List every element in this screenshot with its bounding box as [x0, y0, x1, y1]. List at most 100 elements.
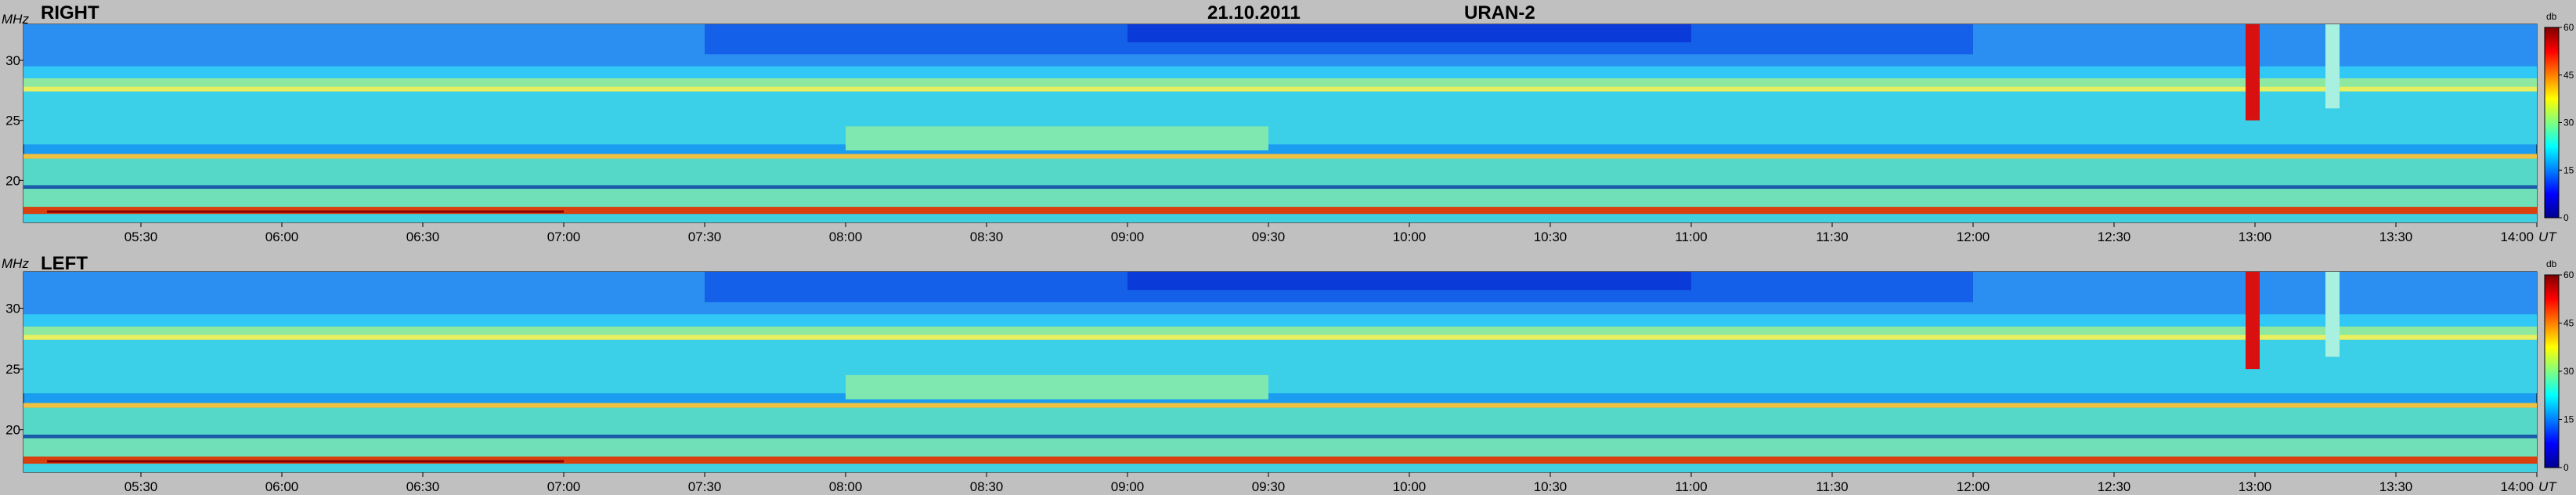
band-20mhz	[23, 158, 2537, 186]
x-tick-label: 07:00	[547, 229, 581, 244]
spectrogram-bands	[23, 272, 2537, 472]
colorbar-tick-label: 45	[2563, 70, 2574, 81]
x-tick-label: 12:00	[1957, 229, 1990, 244]
x-tick-label: 10:30	[1534, 229, 1568, 244]
x-unit-label: UT	[2538, 479, 2557, 494]
x-tick-label: 08:30	[970, 479, 1004, 494]
band-mid	[23, 91, 2537, 145]
colorbar-tick-label: 15	[2563, 164, 2574, 175]
band-20mhz	[23, 407, 2537, 436]
x-tick-label: 14:00	[2500, 229, 2534, 244]
x-tick-label: 10:30	[1534, 479, 1568, 494]
band-mid-bright	[846, 126, 1268, 150]
colorbar-tick-label: 30	[2563, 117, 2574, 128]
x-tick-label: 05:30	[124, 229, 158, 244]
x-tick-label: 13:00	[2239, 479, 2272, 494]
x-tick-label: 11:30	[1816, 479, 1848, 494]
station-label: URAN-2	[1464, 2, 1535, 23]
x-tick-label: 08:00	[829, 229, 863, 244]
band-19mhz-line	[23, 434, 2537, 439]
burst-1300	[2246, 24, 2260, 121]
y-tick-label: 25	[5, 362, 20, 377]
colorbar-tick-label: 0	[2563, 212, 2569, 223]
x-tick-label: 13:30	[2379, 479, 2413, 494]
x-tick-label: 10:00	[1393, 229, 1427, 244]
spectrogram-panel-right: MHz RIGHT 30 25 20 05:30 06:00 06:30 07:00 07:…	[2, 2, 2574, 244]
x-tick-label: 05:30	[124, 479, 158, 494]
band-mid-bright	[846, 374, 1268, 399]
spectrogram-panel-left: MHz LEFT 30 25 20 05:30 06:00 06:30 07:00 07:3…	[2, 253, 2574, 494]
band-22mhz-line	[23, 403, 2537, 408]
colorbar-tick-label: 15	[2563, 414, 2574, 425]
x-tick-label: 07:00	[547, 479, 581, 494]
colorbar: db 60 45 30 15 0	[2544, 11, 2574, 223]
x-tick-label: 11:00	[1675, 229, 1707, 244]
y-unit-label: MHz	[2, 256, 29, 271]
y-unit-label: MHz	[2, 12, 29, 27]
x-unit-label: UT	[2538, 229, 2557, 244]
band-17mhz-line	[23, 456, 2537, 464]
colorbar-tick-label: 0	[2563, 462, 2569, 473]
band-29mhz	[23, 314, 2537, 327]
y-tick-label: 30	[5, 302, 20, 316]
colorbar-unit-label: db	[2546, 258, 2557, 269]
band-18mhz	[23, 438, 2537, 459]
band-17mhz-peak	[47, 460, 564, 463]
burst-1315	[2325, 24, 2340, 109]
colorbar-tick-label: 45	[2563, 318, 2574, 329]
band-min-intensity	[1127, 24, 1691, 42]
band-low-edge	[23, 214, 2537, 222]
x-tick-label: 13:30	[2379, 229, 2413, 244]
panel-label-right: RIGHT	[41, 2, 99, 23]
burst-1300	[2246, 272, 2260, 370]
band-17mhz-peak	[47, 210, 564, 213]
x-axis-ticks: 05:30 06:00 06:30 07:00 07:30 08:00 08:30 09:00…	[124, 472, 2557, 494]
y-tick-label: 20	[5, 173, 20, 188]
x-tick-label: 09:00	[1111, 479, 1145, 494]
x-tick-label: 11:00	[1675, 479, 1707, 494]
colorbar-gradient	[2544, 274, 2560, 468]
y-axis-ticks: 30 25 20	[5, 53, 23, 188]
colorbar-unit-label: db	[2546, 11, 2557, 22]
x-tick-label: 06:30	[406, 229, 440, 244]
x-tick-label: 14:00	[2500, 479, 2534, 494]
x-tick-label: 12:00	[1957, 479, 1990, 494]
x-tick-label: 09:00	[1111, 229, 1145, 244]
band-27mhz-line	[23, 86, 2537, 92]
x-tick-label: 07:30	[688, 479, 722, 494]
x-tick-label: 08:00	[829, 479, 863, 494]
band-22mhz-line	[23, 154, 2537, 159]
y-tick-label: 25	[5, 114, 20, 128]
band-17mhz-line	[23, 207, 2537, 215]
band-18mhz	[23, 189, 2537, 210]
colorbar-tick-label: 60	[2563, 22, 2574, 33]
x-tick-label: 13:00	[2239, 229, 2272, 244]
colorbar-gradient	[2544, 27, 2560, 219]
x-tick-label: 06:00	[265, 229, 299, 244]
x-tick-label: 07:30	[688, 229, 722, 244]
colorbar: db 60 45 30 15 0	[2544, 258, 2574, 473]
band-28mhz	[23, 326, 2537, 338]
band-29mhz	[23, 66, 2537, 78]
y-tick-label: 30	[5, 53, 20, 68]
panel-label-left: LEFT	[41, 253, 88, 274]
band-low-edge	[23, 464, 2537, 472]
x-tick-label: 09:30	[1252, 479, 1286, 494]
burst-1315	[2325, 272, 2340, 357]
x-tick-label: 12:30	[2098, 479, 2131, 494]
x-tick-label: 11:30	[1816, 229, 1848, 244]
x-axis-ticks: 05:30 06:00 06:30 07:00 07:30 08:00 08:30 09:00…	[124, 222, 2557, 244]
x-tick-label: 08:30	[970, 229, 1004, 244]
y-axis-ticks: 30 25 20	[5, 302, 23, 438]
x-tick-label: 12:30	[2098, 229, 2131, 244]
colorbar-tick-label: 60	[2563, 269, 2574, 280]
band-27mhz-line	[23, 334, 2537, 340]
date-label: 21.10.2011	[1207, 2, 1301, 23]
spectrogram-bands	[23, 24, 2537, 222]
colorbar-tick-label: 30	[2563, 366, 2574, 377]
x-tick-label: 06:30	[406, 479, 440, 494]
band-28mhz	[23, 78, 2537, 89]
band-mid	[23, 339, 2537, 394]
band-19mhz-line	[23, 185, 2537, 190]
